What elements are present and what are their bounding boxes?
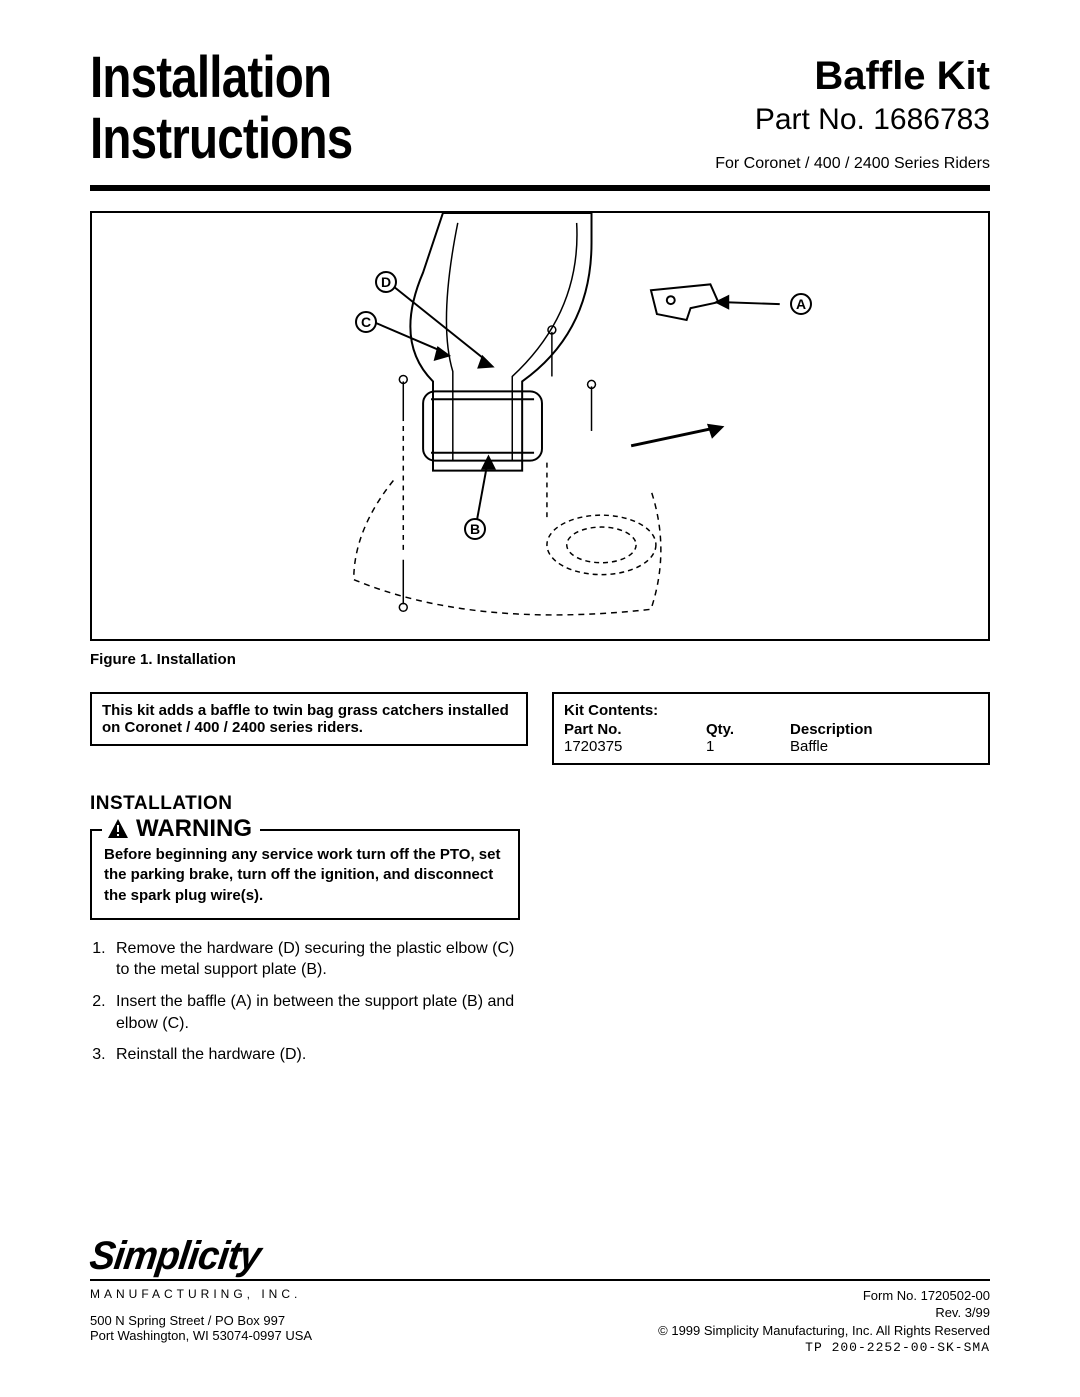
info-row: This kit adds a baffle to twin bag grass…: [90, 692, 990, 765]
footer-tp: TP 200-2252-00-SK-SMA: [658, 1339, 990, 1357]
kit-col-desc: Description: [790, 721, 978, 738]
warning-label-text: WARNING: [136, 815, 252, 843]
callout-D: D: [375, 271, 397, 293]
header-right: Baffle Kit Part No. 1686783 For Coronet …: [715, 48, 990, 173]
kit-cell: Baffle: [790, 738, 978, 755]
callout-A: A: [790, 293, 812, 315]
kit-contents-table: Part No. Qty. Description 1720375 1 Baff…: [564, 721, 978, 755]
warning-text: Before beginning any service work turn o…: [104, 845, 506, 906]
doc-title-line2: Instructions: [90, 109, 352, 170]
installation-heading: INSTALLATION: [90, 793, 990, 815]
part-number: Part No. 1686783: [715, 103, 990, 137]
footer-rev: Rev. 3/99: [658, 1304, 990, 1322]
kit-contents-box: Kit Contents: Part No. Qty. Description …: [552, 692, 990, 765]
doc-title: Installation Instructions: [90, 48, 352, 170]
footer-addr1: 500 N Spring Street / PO Box 997: [90, 1313, 312, 1328]
installation-steps: Remove the hardware (D) securing the pla…: [90, 938, 530, 1066]
figure-1-diagram: D C A B: [90, 211, 990, 641]
footer-addr2: Port Washington, WI 53074-0997 USA: [90, 1328, 312, 1343]
warning-box: WARNING Before beginning any service wor…: [90, 829, 520, 920]
footer-mfg: MANUFACTURING, INC.: [90, 1287, 312, 1301]
callout-B: B: [464, 518, 486, 540]
kit-cell: 1: [706, 738, 790, 755]
table-row: 1720375 1 Baffle: [564, 738, 978, 755]
kit-cell: 1720375: [564, 738, 706, 755]
diagram-svg: [92, 213, 988, 639]
list-item: Insert the baffle (A) in between the sup…: [110, 991, 530, 1034]
intro-box: This kit adds a baffle to twin bag grass…: [90, 692, 528, 746]
product-name: Baffle Kit: [715, 54, 990, 99]
footer-copyright: © 1999 Simplicity Manufacturing, Inc. Al…: [658, 1322, 990, 1340]
series-note: For Coronet / 400 / 2400 Series Riders: [715, 155, 990, 173]
footer-right: Form No. 1720502-00 Rev. 3/99 © 1999 Sim…: [658, 1287, 990, 1357]
kit-contents-title: Kit Contents:: [564, 702, 978, 719]
list-item: Reinstall the hardware (D).: [110, 1044, 530, 1066]
page-footer: MANUFACTURING, INC. 500 N Spring Street …: [90, 1279, 990, 1357]
warning-icon: [106, 817, 130, 841]
list-item: Remove the hardware (D) securing the pla…: [110, 938, 530, 981]
kit-col-partno: Part No.: [564, 721, 706, 738]
brand-logo: Simplicity: [87, 1234, 263, 1279]
warning-label: WARNING: [102, 815, 260, 843]
page-header: Installation Instructions Baffle Kit Par…: [90, 48, 990, 191]
doc-title-line1: Installation: [90, 48, 352, 109]
footer-left: MANUFACTURING, INC. 500 N Spring Street …: [90, 1287, 312, 1357]
footer-form: Form No. 1720502-00: [658, 1287, 990, 1305]
callout-C: C: [355, 311, 377, 333]
kit-col-qty: Qty.: [706, 721, 790, 738]
figure-caption: Figure 1. Installation: [90, 651, 990, 668]
